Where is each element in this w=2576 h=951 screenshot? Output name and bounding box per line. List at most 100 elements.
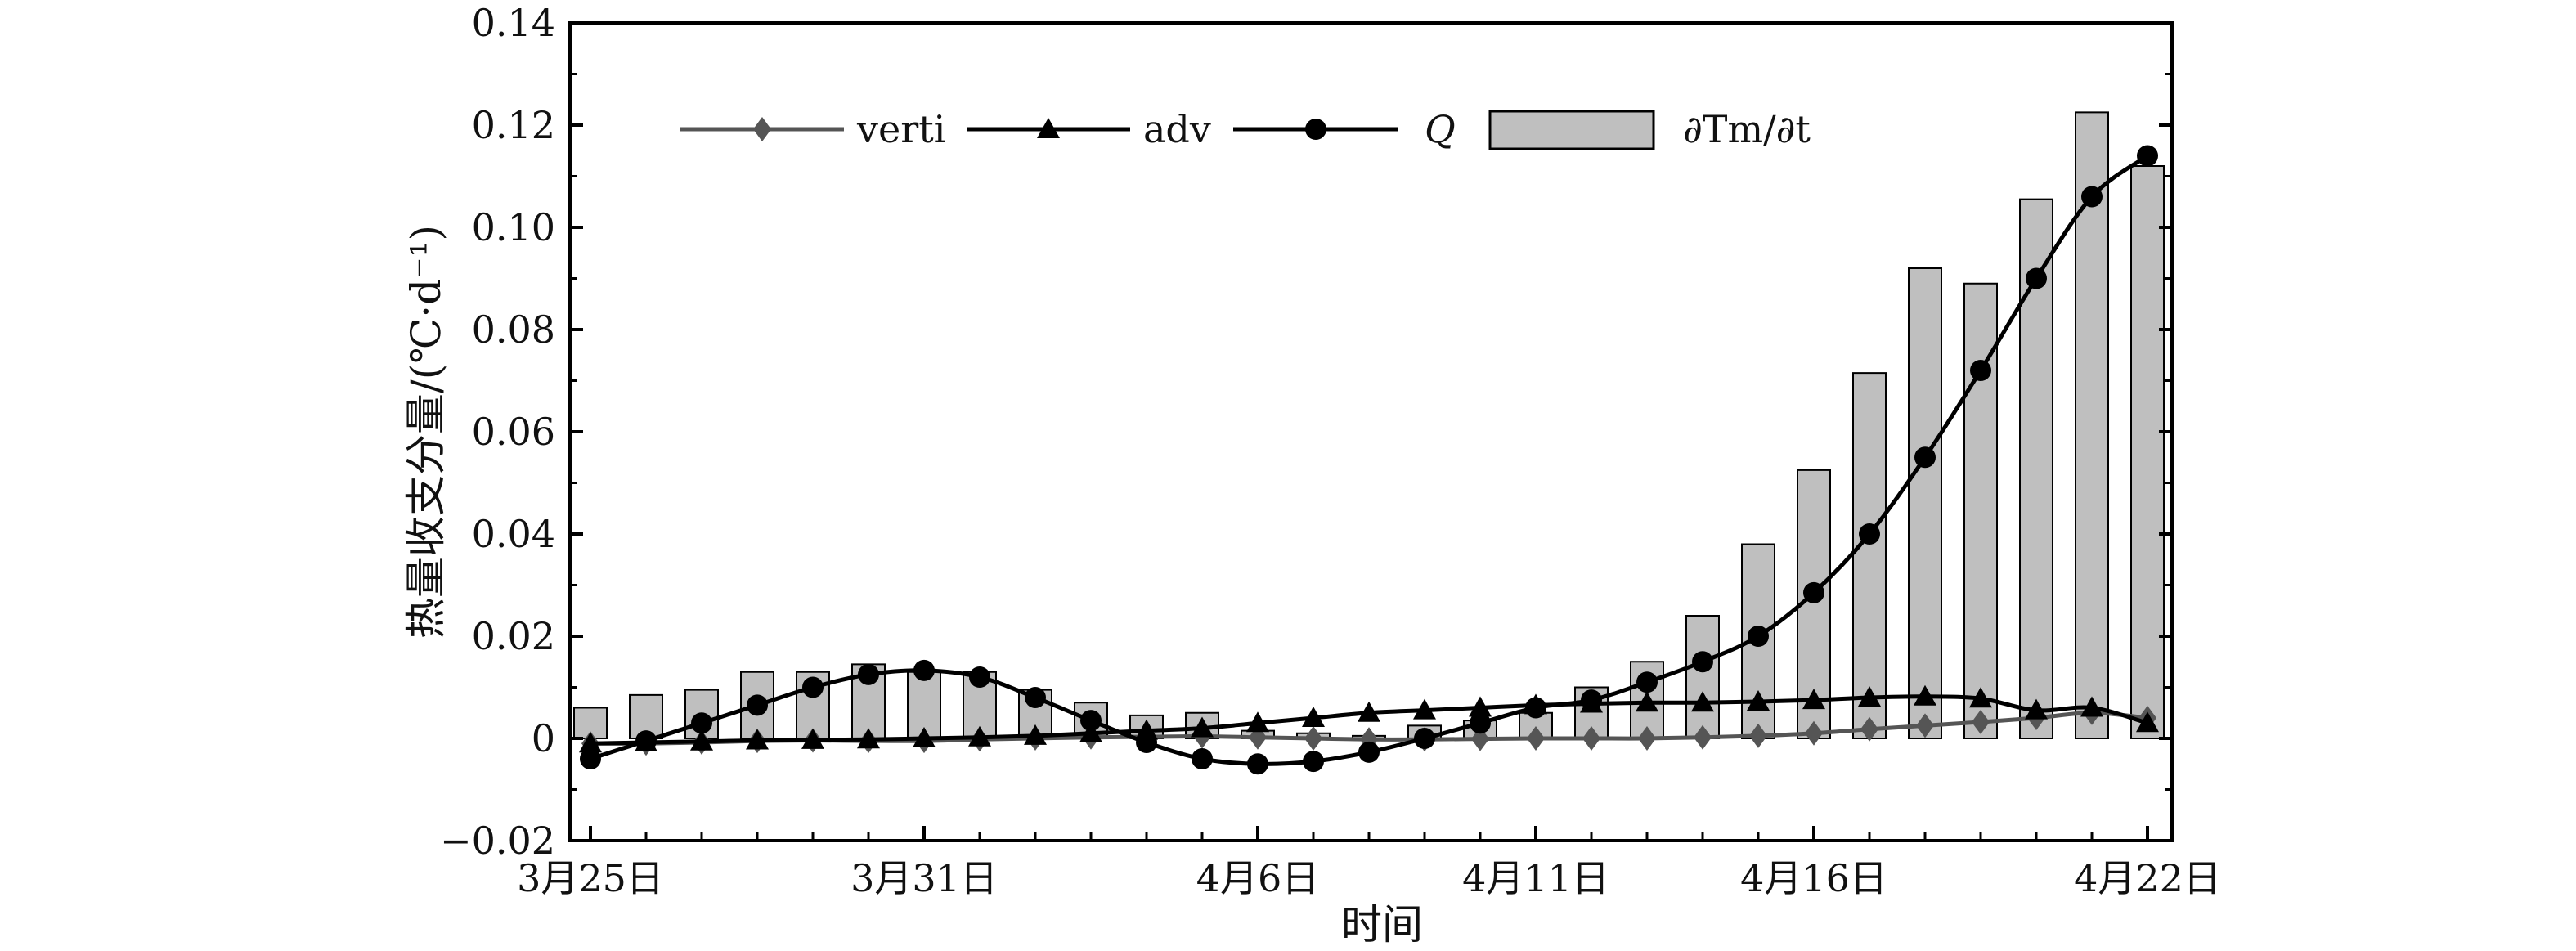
data-point: [1636, 671, 1658, 693]
legend-marker: [1305, 119, 1326, 140]
data-point: [1748, 626, 1769, 647]
data-point: [1303, 751, 1324, 773]
data-point: [1413, 698, 1436, 720]
data-point: [1969, 687, 1992, 708]
data-point: [2081, 186, 2103, 208]
data-point: [801, 728, 824, 749]
x-axis-label: 时间: [1341, 901, 1423, 949]
data-point: [1470, 712, 1491, 734]
data-point: [1525, 697, 1546, 719]
data-point: [1025, 687, 1046, 708]
data-point: [1024, 724, 1047, 745]
data-point: [1636, 691, 1658, 712]
data-point: [1581, 689, 1602, 711]
x-tick-label: 3月25日: [517, 856, 664, 900]
legend-marker: [753, 117, 771, 141]
x-tick-label: 4月22日: [2074, 856, 2221, 900]
data-point: [1471, 726, 1489, 751]
y-tick-label: 0.04: [472, 512, 555, 556]
data-point: [1802, 689, 1825, 710]
data-point: [1970, 360, 1991, 381]
data-point: [691, 712, 712, 734]
legend: verti adv Q ∂Tm/∂t: [680, 107, 1811, 151]
data-point: [579, 732, 602, 753]
data-point: [1858, 686, 1881, 707]
bar: [1852, 372, 1887, 739]
legend-marker: [1037, 118, 1060, 138]
data-point: [580, 748, 601, 769]
data-point: [1691, 691, 1714, 712]
data-point: [968, 725, 991, 747]
data-point: [1972, 710, 1990, 734]
data-point: [1527, 726, 1545, 751]
legend-label: verti: [856, 107, 945, 151]
x-tick-label: 3月31日: [850, 856, 998, 900]
data-point: [2025, 698, 2048, 720]
data-point: [1079, 721, 1102, 742]
series-q: [580, 145, 2158, 775]
y-tick-label: 0: [532, 716, 555, 760]
data-point: [913, 659, 935, 681]
bar: [1908, 267, 1942, 739]
data-point: [913, 727, 936, 747]
data-point: [2026, 267, 2047, 289]
x-tick-label: 4月11日: [1462, 856, 1609, 900]
x-tick-label: 4月6日: [1196, 856, 1320, 900]
legend-label: Q: [1425, 107, 1456, 151]
series-adv: [579, 684, 2159, 753]
data-point: [1358, 701, 1380, 722]
data-point: [1749, 723, 1767, 748]
data-point: [1859, 523, 1880, 545]
data-point: [857, 728, 880, 749]
bar: [2075, 111, 2109, 739]
y-tick-label: 0.06: [472, 410, 555, 454]
y-tick-label: 0.14: [472, 1, 555, 45]
data-point: [1747, 690, 1770, 711]
data-point: [1914, 684, 1936, 706]
legend-label: adv: [1143, 107, 1211, 151]
data-point: [1304, 726, 1322, 751]
data-point: [1358, 741, 1380, 763]
data-point: [690, 729, 713, 751]
data-point: [969, 666, 990, 688]
data-point: [1469, 696, 1492, 717]
data-point: [1805, 720, 1823, 746]
bar: [1963, 282, 1998, 739]
data-point: [1860, 716, 1878, 742]
data-point: [1582, 726, 1600, 751]
bar-series: [573, 111, 2165, 739]
line-series: [579, 145, 2159, 775]
y-tick-label: 0.08: [472, 307, 555, 352]
data-point: [1692, 651, 1713, 673]
y-tick-label: 0.12: [472, 103, 555, 147]
data-point: [1192, 748, 1213, 769]
data-point: [1191, 716, 1214, 738]
x-tick-label: 4月16日: [1740, 856, 1887, 900]
data-point: [1136, 732, 1157, 753]
y-tick-label: −0.02: [440, 819, 555, 863]
data-point: [1916, 713, 1934, 738]
data-point: [802, 676, 824, 698]
legend-swatch: [1488, 110, 1655, 150]
bar: [1685, 615, 1720, 739]
data-point: [1638, 726, 1656, 751]
data-point: [1694, 724, 1712, 750]
data-point: [2137, 145, 2158, 167]
bar: [2019, 198, 2053, 739]
data-point: [1246, 711, 1269, 733]
bar: [2130, 165, 2165, 739]
data-point: [1302, 707, 1325, 727]
y-tick-label: 0.10: [472, 205, 555, 249]
x-axis: 3月25日 3月31日 4月6日 4月11日 4月16日 4月22日: [517, 826, 2221, 900]
data-point: [1914, 446, 1936, 469]
data-point: [747, 694, 768, 716]
legend-item-q: Q: [1233, 107, 1456, 151]
data-point: [746, 729, 769, 750]
data-point: [1247, 753, 1268, 775]
legend-item-bar: ∂Tm/∂t: [1488, 107, 1811, 151]
y-axis-label: 热量收支分量/(℃·d⁻¹): [402, 225, 450, 639]
legend-item-verti: verti: [680, 107, 945, 151]
legend-item-adv: adv: [967, 107, 1211, 151]
data-point: [635, 730, 657, 752]
